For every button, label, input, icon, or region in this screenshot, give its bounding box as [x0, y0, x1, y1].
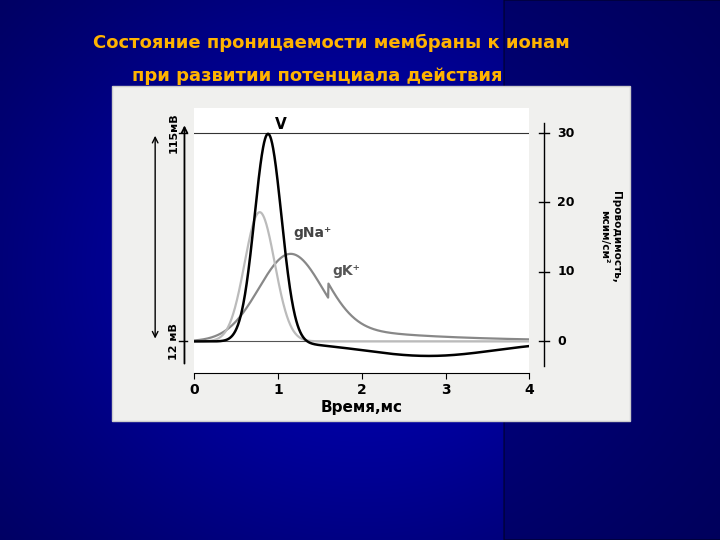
- Text: 30: 30: [557, 126, 575, 139]
- X-axis label: Время,мс: Время,мс: [321, 400, 402, 415]
- Text: V: V: [275, 117, 287, 132]
- Text: при развитии потенциала действия: при развитии потенциала действия: [132, 66, 502, 85]
- Text: Проводимость,
мсим/см²: Проводимость, мсим/см²: [599, 191, 621, 283]
- Text: 10: 10: [557, 266, 575, 279]
- Text: gNa⁺: gNa⁺: [293, 226, 331, 240]
- Text: 115мВ: 115мВ: [169, 113, 179, 153]
- Text: 0: 0: [557, 335, 566, 348]
- FancyBboxPatch shape: [112, 86, 630, 421]
- Text: 20: 20: [557, 196, 575, 209]
- FancyBboxPatch shape: [504, 0, 720, 540]
- Text: gK⁺: gK⁺: [333, 264, 361, 278]
- Text: 12 мВ: 12 мВ: [169, 323, 179, 360]
- Text: Состояние проницаемости мембраны к ионам: Состояние проницаемости мембраны к ионам: [93, 34, 570, 52]
